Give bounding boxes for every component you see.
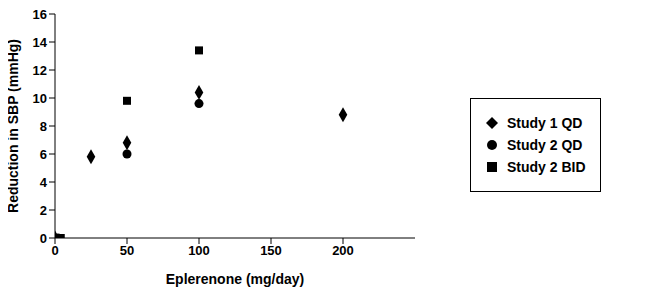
svg-text:200: 200 <box>332 243 354 258</box>
svg-text:100: 100 <box>188 243 210 258</box>
svg-text:16: 16 <box>33 8 47 22</box>
svg-text:50: 50 <box>120 243 134 258</box>
svg-text:Eplerenone (mg/day): Eplerenone (mg/day) <box>166 271 304 287</box>
svg-text:6: 6 <box>40 147 47 162</box>
html-text:Study 1 QD: Study 1 QD <box>507 115 583 131</box>
html-text:Study 2 BID: Study 2 BID <box>507 159 586 175</box>
svg-text:14: 14 <box>33 35 48 50</box>
svg-text:Reduction in SBP (mmHg): Reduction in SBP (mmHg) <box>8 39 21 213</box>
svg-text:150: 150 <box>260 243 282 258</box>
html-text:Study 2 QD: Study 2 QD <box>507 137 583 153</box>
svg-text:10: 10 <box>33 91 47 106</box>
svg-text:8: 8 <box>40 119 47 134</box>
svg-text:0: 0 <box>40 231 47 246</box>
svg-text:12: 12 <box>33 63 47 78</box>
svg-text:4: 4 <box>40 175 48 190</box>
svg-text:0: 0 <box>51 243 58 258</box>
svg-text:2: 2 <box>40 203 47 218</box>
